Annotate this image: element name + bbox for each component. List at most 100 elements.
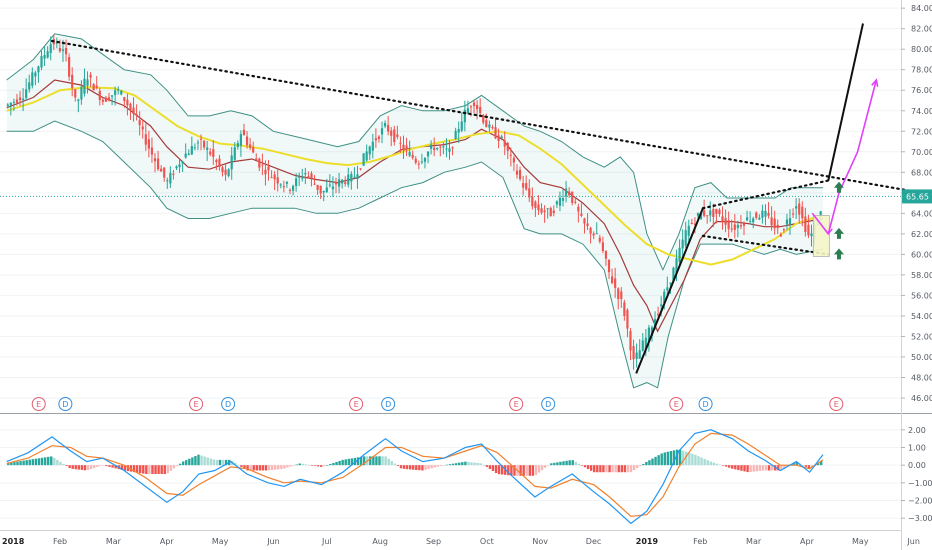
macd-histogram-bar xyxy=(283,465,286,469)
macd-histogram-bar xyxy=(553,462,556,466)
time-tick-label: Mar xyxy=(106,537,122,546)
dividend-event-badge[interactable]: D xyxy=(381,397,396,411)
dividend-event-badge[interactable]: D xyxy=(541,397,556,411)
macd-histogram-bar xyxy=(718,464,722,466)
macd-histogram-bar xyxy=(53,457,56,466)
candle-body xyxy=(675,258,678,274)
macd-histogram-bar xyxy=(651,458,654,466)
earnings-event-badge[interactable]: E xyxy=(31,397,46,411)
macd-histogram-bar xyxy=(586,465,590,470)
candle-body xyxy=(690,222,693,224)
macd-histogram-bar xyxy=(550,463,553,466)
macd-histogram-bar xyxy=(13,462,16,466)
price-tick-label: 78.00 xyxy=(911,66,932,75)
macd-histogram-bar xyxy=(200,455,203,466)
macd-histogram-bar xyxy=(448,464,452,466)
buy-arrow-icon[interactable] xyxy=(833,227,844,239)
candlesticks xyxy=(6,34,822,370)
macd-histogram-bar xyxy=(737,465,740,471)
trend-drawings xyxy=(50,23,923,374)
candle-body xyxy=(89,74,92,78)
candle-body xyxy=(721,216,724,222)
flag-lower-line[interactable] xyxy=(701,234,830,256)
earnings-event-badge[interactable]: E xyxy=(189,397,204,411)
macd-histogram-bar xyxy=(623,465,627,473)
downtrend-line[interactable] xyxy=(50,39,923,194)
macd-histogram-bar xyxy=(734,465,737,470)
price-tick-label: 56.00 xyxy=(911,291,932,300)
flag-upper-line[interactable] xyxy=(701,179,830,210)
earnings-event-badge[interactable]: E xyxy=(669,397,684,411)
macd-histogram-bar xyxy=(332,462,335,466)
macd-line xyxy=(6,429,824,525)
candle-body xyxy=(632,346,635,360)
macd-histogram-bar xyxy=(605,465,608,473)
earnings-event-badge[interactable]: E xyxy=(509,397,524,411)
macd-histogram-bar xyxy=(224,459,228,466)
candle-body xyxy=(110,95,114,97)
macd-histogram-bar xyxy=(246,465,249,471)
candle-body xyxy=(549,207,552,217)
macd-histogram-bar xyxy=(378,456,381,466)
macd-histogram-bar xyxy=(108,465,111,467)
candle-body xyxy=(37,66,40,73)
candle-body xyxy=(485,120,488,128)
buy-arrow-icon[interactable] xyxy=(833,248,844,260)
target-projection-line[interactable] xyxy=(827,23,864,181)
candle-body xyxy=(423,157,427,162)
macd-histogram-bar xyxy=(292,465,295,466)
macd-tick-label: −3.00 xyxy=(908,514,932,523)
macd-histogram-bar xyxy=(755,465,759,472)
macd-histogram-bar xyxy=(660,453,663,466)
candle-body xyxy=(371,141,374,151)
macd-histogram-bar xyxy=(678,449,682,466)
dividend-event-badge[interactable]: D xyxy=(58,397,73,411)
macd-histogram-bar xyxy=(816,463,820,466)
target-zone-box[interactable] xyxy=(812,214,830,257)
candle-body xyxy=(479,106,482,114)
time-tick-label: Jun xyxy=(906,537,920,546)
candle-body xyxy=(341,179,344,184)
earnings-event-badge[interactable]: E xyxy=(829,397,844,411)
macd-histogram-bar xyxy=(568,460,571,466)
candle-body xyxy=(776,224,779,229)
macd-histogram-bar xyxy=(273,465,277,470)
candle-body xyxy=(595,233,598,235)
earnings-event-badge[interactable]: E xyxy=(349,397,364,411)
candle-body xyxy=(215,160,218,163)
macd-histogram-bar xyxy=(129,465,133,472)
macd-histogram-bar xyxy=(556,462,559,466)
macd-histogram-bar xyxy=(697,456,700,466)
candle-body xyxy=(295,178,298,186)
candle-body xyxy=(629,331,632,351)
candle-body xyxy=(736,224,739,228)
candle-body xyxy=(782,229,785,231)
candle-body xyxy=(638,350,641,359)
candle-body xyxy=(684,230,687,246)
candle-body xyxy=(322,190,325,193)
candle-body xyxy=(709,210,712,216)
macd-histogram-bar xyxy=(780,465,783,470)
macd-histogram-bar xyxy=(372,456,375,466)
buy-arrow-icon[interactable] xyxy=(833,181,844,193)
macd-histogram-bar xyxy=(221,459,225,466)
candle-body xyxy=(387,125,390,132)
candle-body xyxy=(785,219,789,225)
candle-body xyxy=(761,210,764,218)
macd-histogram-bar xyxy=(83,465,87,471)
time-tick-label: Aug xyxy=(372,537,388,546)
dividend-event-badge[interactable]: D xyxy=(698,397,713,411)
macd-histogram-bar xyxy=(86,465,90,471)
candle-body xyxy=(6,104,9,106)
macd-histogram-bar xyxy=(491,465,495,471)
candle-body xyxy=(28,82,31,90)
candle-body xyxy=(420,161,423,163)
macd-histogram-bar xyxy=(415,465,418,470)
macd-histogram-bar xyxy=(310,465,314,466)
dividend-event-badge[interactable]: D xyxy=(221,397,236,411)
candle-body xyxy=(555,201,558,205)
bollinger-upper xyxy=(6,33,823,272)
macd-histogram-bar xyxy=(528,465,531,476)
flagpole-line[interactable] xyxy=(635,207,704,374)
